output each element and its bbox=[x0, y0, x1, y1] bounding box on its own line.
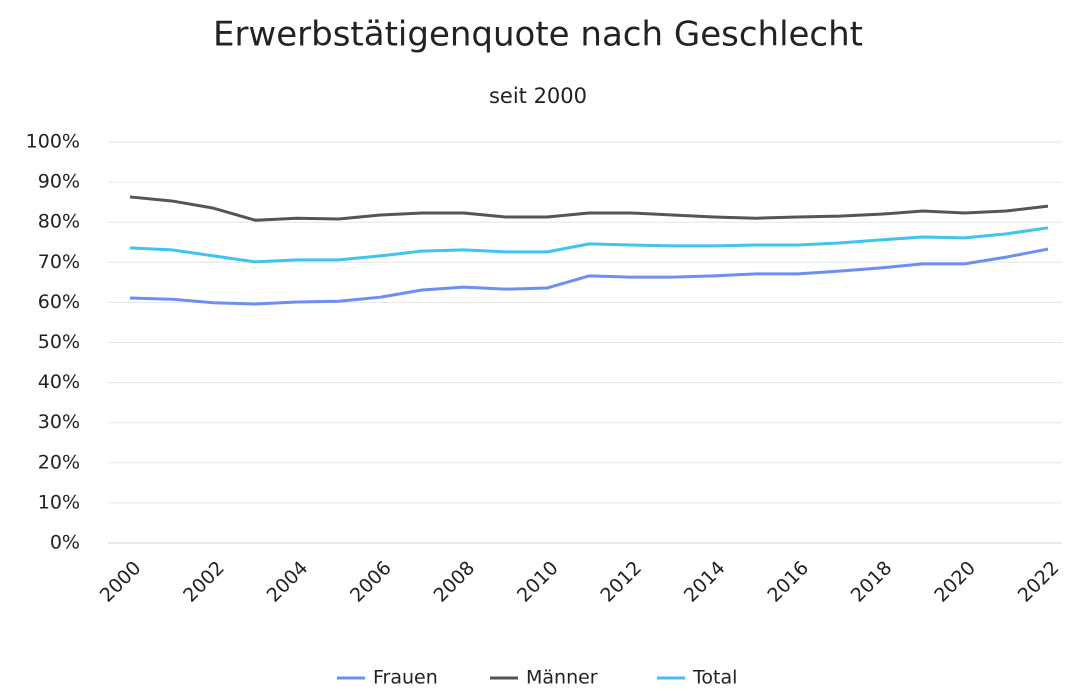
y-tick-label: 10% bbox=[38, 491, 80, 513]
legend-label: Frauen bbox=[373, 667, 438, 689]
x-tick-label: 2014 bbox=[680, 557, 730, 607]
legend-label: Männer bbox=[526, 667, 598, 689]
x-tick-label: 2008 bbox=[429, 557, 479, 607]
y-tick-label: 90% bbox=[38, 171, 80, 193]
chart-title: Erwerbstätigenquote nach Geschlecht bbox=[213, 15, 863, 55]
y-tick-label: 0% bbox=[50, 532, 80, 554]
x-tick-label: 2002 bbox=[179, 557, 229, 607]
x-tick-label: 2006 bbox=[346, 557, 396, 607]
y-tick-label: 80% bbox=[38, 211, 80, 233]
y-tick-label: 40% bbox=[38, 371, 80, 393]
line-series bbox=[129, 195, 1049, 222]
y-tick-label: 60% bbox=[38, 291, 80, 313]
y-tick-label: 100% bbox=[26, 131, 80, 153]
x-tick-label: 2020 bbox=[930, 557, 980, 607]
chart-subtitle: seit 2000 bbox=[489, 84, 587, 108]
y-tick-label: 30% bbox=[38, 411, 80, 433]
line-series bbox=[129, 247, 1049, 306]
x-tick-label: 2016 bbox=[763, 557, 813, 607]
line-series bbox=[129, 226, 1049, 264]
y-tick-label: 50% bbox=[38, 331, 80, 353]
y-tick-label: 70% bbox=[38, 251, 80, 273]
x-tick-label: 2012 bbox=[596, 557, 646, 607]
legend-label: Total bbox=[692, 667, 737, 689]
x-tick-label: 2022 bbox=[1014, 557, 1064, 607]
x-tick-label: 2018 bbox=[847, 557, 897, 607]
x-tick-label: 2004 bbox=[263, 557, 313, 607]
x-tick-label: 2010 bbox=[513, 557, 563, 607]
x-tick-label: 2000 bbox=[96, 557, 146, 607]
y-tick-label: 20% bbox=[38, 451, 80, 473]
